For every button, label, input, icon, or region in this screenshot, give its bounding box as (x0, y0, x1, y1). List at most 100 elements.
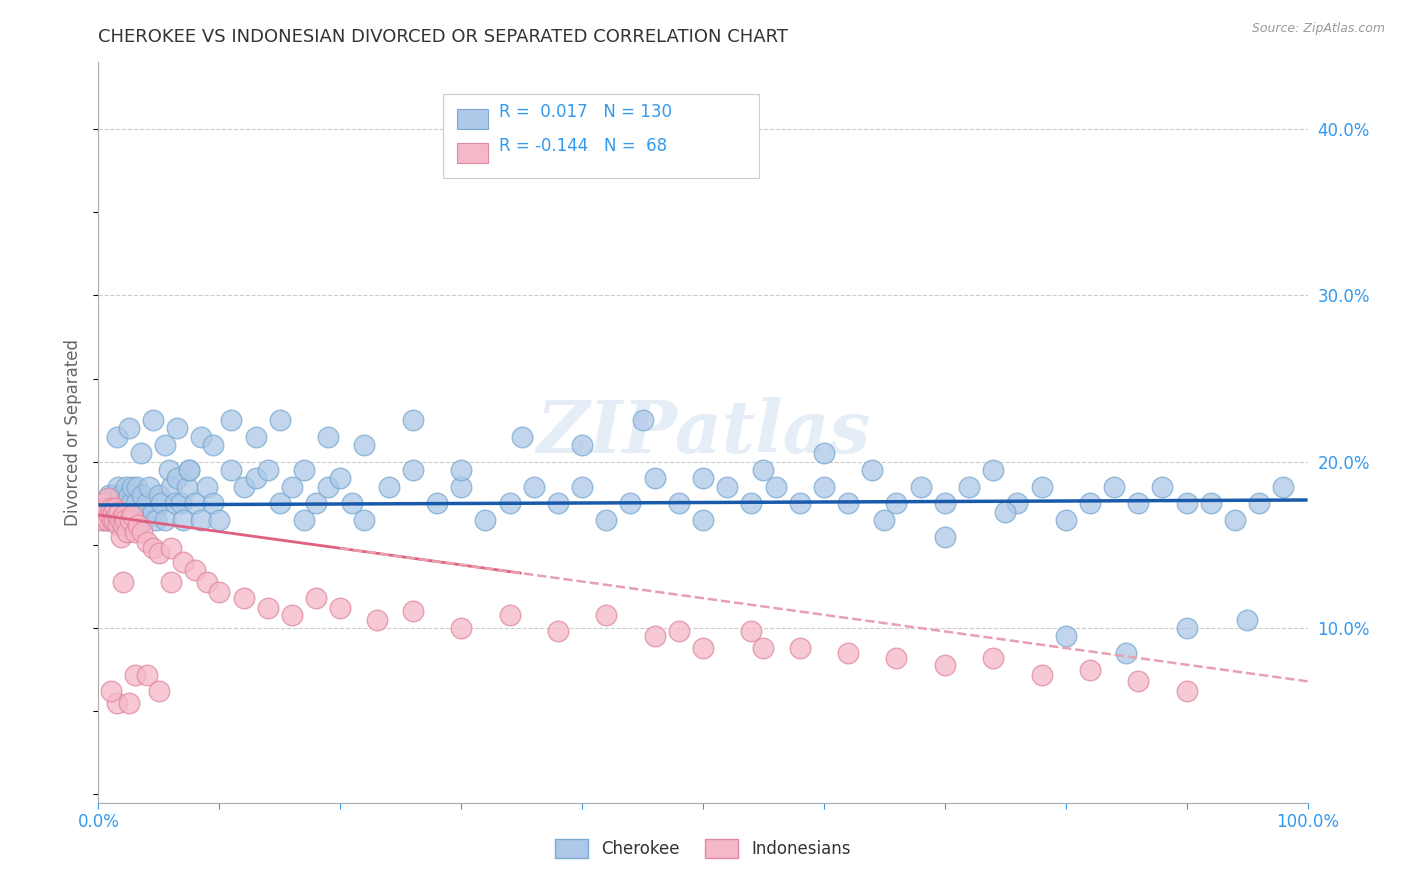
Point (547, 496, 569, 510)
Point (245, 430, 267, 444)
Point (97, 513, 120, 527)
Point (142, 505, 165, 519)
Point (644, 629, 666, 643)
Point (134, 513, 156, 527)
Point (1102, 480, 1125, 494)
Point (104, 513, 127, 527)
Point (91, 496, 114, 510)
Point (121, 508, 143, 522)
Point (934, 657, 956, 672)
Point (353, 438, 375, 452)
Point (934, 496, 956, 510)
Point (910, 480, 932, 494)
Point (474, 513, 496, 527)
Point (115, 480, 138, 494)
Point (111, 518, 134, 533)
Point (571, 480, 593, 494)
Point (91, 513, 114, 527)
Point (426, 496, 449, 510)
Point (124, 667, 146, 681)
Point (93, 508, 115, 522)
Point (93, 513, 115, 527)
Point (142, 541, 165, 556)
Point (813, 446, 835, 460)
Point (208, 584, 231, 599)
Point (118, 513, 141, 527)
Point (107, 480, 129, 494)
Point (169, 496, 191, 510)
Point (114, 496, 136, 510)
Point (160, 541, 183, 556)
Point (232, 591, 254, 606)
Point (195, 480, 218, 494)
Point (1272, 480, 1295, 494)
Point (1128, 496, 1150, 510)
Point (112, 513, 135, 527)
Point (316, 430, 339, 444)
Point (342, 496, 364, 510)
Point (179, 463, 201, 477)
Point (523, 480, 546, 494)
Text: CHEROKEE VS INDONESIAN DIVORCED OR SEPARATED CORRELATION CHART: CHEROKEE VS INDONESIAN DIVORCED OR SEPAR… (98, 28, 789, 45)
Point (208, 513, 231, 527)
Point (740, 496, 762, 510)
Point (129, 446, 152, 460)
Point (117, 524, 139, 539)
Point (105, 696, 128, 710)
Point (166, 421, 188, 435)
Point (631, 413, 654, 427)
Text: R =  0.017   N = 130: R = 0.017 N = 130 (499, 103, 672, 120)
Point (202, 496, 225, 510)
Point (450, 621, 472, 635)
Point (117, 505, 139, 519)
Point (94, 501, 117, 516)
Point (402, 605, 425, 619)
Point (813, 480, 835, 494)
Point (221, 463, 243, 477)
Point (111, 496, 134, 510)
Point (103, 513, 125, 527)
Point (498, 496, 520, 510)
Point (195, 574, 218, 589)
Point (153, 438, 176, 452)
Point (104, 501, 127, 516)
Point (1175, 496, 1198, 510)
Point (105, 496, 128, 510)
Point (1078, 496, 1101, 510)
Point (957, 480, 980, 494)
Point (668, 496, 690, 510)
Point (305, 591, 328, 606)
Point (329, 601, 352, 615)
Point (860, 463, 883, 477)
Point (184, 496, 207, 510)
Point (163, 496, 186, 510)
Point (127, 518, 149, 533)
Point (269, 413, 291, 427)
Point (202, 438, 225, 452)
Point (135, 534, 157, 549)
Point (176, 480, 198, 494)
Point (692, 471, 714, 485)
Point (91, 505, 114, 519)
Point (765, 480, 787, 494)
Point (256, 601, 278, 615)
Point (108, 513, 131, 527)
Point (837, 496, 859, 510)
Point (886, 496, 908, 510)
Point (329, 471, 352, 485)
Point (752, 641, 775, 656)
Point (118, 513, 141, 527)
Point (886, 651, 908, 665)
Point (98, 488, 121, 502)
Point (98, 508, 121, 522)
Point (184, 563, 207, 577)
Point (153, 513, 176, 527)
Point (595, 607, 617, 622)
Point (1249, 496, 1271, 510)
Point (1223, 513, 1246, 527)
Point (1007, 496, 1029, 510)
Point (110, 530, 132, 544)
Point (644, 471, 666, 485)
Point (377, 480, 399, 494)
Point (105, 508, 128, 522)
